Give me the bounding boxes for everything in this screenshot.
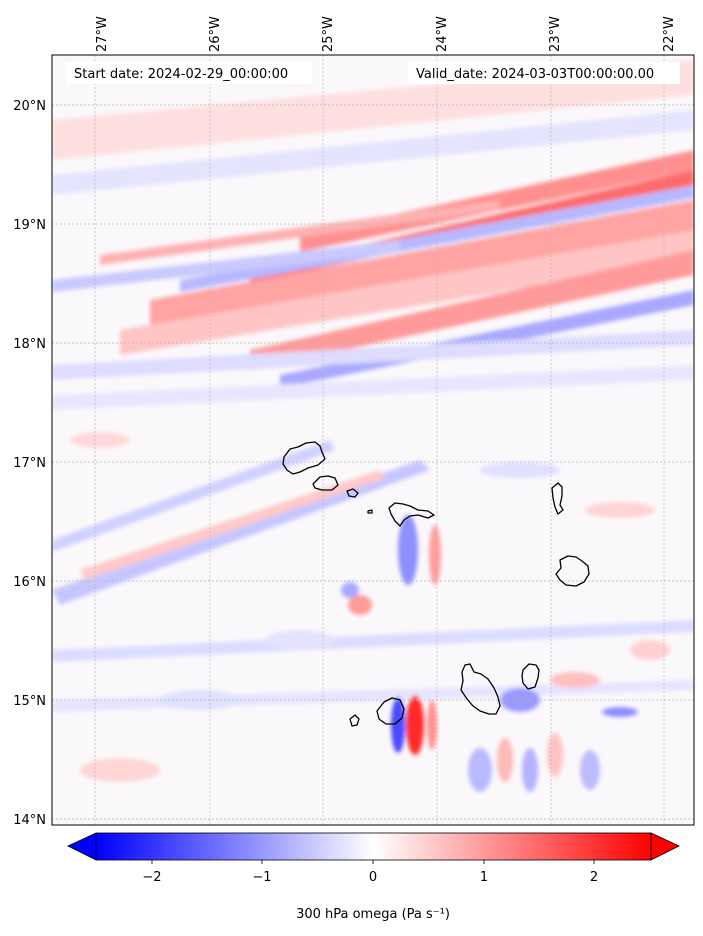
lon-tick-label: 27°W bbox=[95, 16, 110, 52]
island-santiago bbox=[460, 663, 501, 715]
colorbar-tick-label: −2 bbox=[142, 870, 161, 885]
colorbar: −2 −1 0 1 2 300 hPa omega (Pa s⁻¹) bbox=[67, 832, 680, 922]
lon-tick-label: 23°W bbox=[548, 16, 563, 52]
lon-tick-label: 26°W bbox=[208, 16, 223, 52]
graticule bbox=[52, 55, 694, 825]
island-sao-nicolau bbox=[388, 502, 435, 527]
colorbar-extend-high bbox=[650, 832, 680, 861]
lon-tick-label: 22°W bbox=[662, 16, 677, 52]
omega-field bbox=[52, 60, 694, 792]
island-sal bbox=[551, 482, 564, 515]
colorbar-ticks bbox=[151, 860, 595, 864]
colorbar-title: 300 hPa omega (Pa s⁻¹) bbox=[296, 907, 450, 922]
colorbar-tick-label: 2 bbox=[590, 870, 598, 885]
colorbar-tick-label: 0 bbox=[369, 870, 377, 885]
lat-tick-label: 17°N bbox=[13, 456, 46, 471]
lat-tick-label: 19°N bbox=[13, 218, 46, 233]
island-santo-antao bbox=[282, 441, 326, 475]
lat-tick-label: 14°N bbox=[13, 813, 46, 828]
island-maio bbox=[521, 663, 540, 690]
valid-date-box: Valid_date: 2024-03-03T00:00:00.00 bbox=[408, 62, 680, 84]
lat-tick-label: 16°N bbox=[13, 575, 46, 590]
island-brava bbox=[349, 714, 360, 727]
coastlines bbox=[282, 441, 590, 727]
lat-tick-label: 20°N bbox=[13, 99, 46, 114]
lat-tick-label: 15°N bbox=[13, 694, 46, 709]
island-branco-raso bbox=[367, 509, 373, 514]
start-date-box: Start date: 2024-02-29_00:00:00 bbox=[66, 62, 312, 84]
island-fogo bbox=[376, 697, 405, 725]
colorbar-tick-label: −1 bbox=[252, 870, 271, 885]
colorbar-extend-low bbox=[67, 832, 97, 861]
map-frame bbox=[51, 54, 695, 826]
lat-tick-label: 18°N bbox=[13, 337, 46, 352]
map-panel: Start date: 2024-02-29_00:00:00 Valid_da… bbox=[51, 54, 695, 826]
start-date-text: Start date: 2024-02-29_00:00:00 bbox=[74, 67, 288, 82]
lat-tick-labels: 20°N 19°N 18°N 17°N 16°N 15°N 14°N bbox=[13, 99, 46, 828]
colorbar-tick-label: 1 bbox=[480, 870, 488, 885]
lon-tick-label: 25°W bbox=[321, 16, 336, 52]
lon-tick-labels: 27°W 26°W 25°W 24°W 23°W 22°W bbox=[95, 16, 677, 52]
island-sao-vicente bbox=[312, 475, 339, 491]
island-boa-vista bbox=[555, 555, 590, 587]
lon-tick-label: 24°W bbox=[435, 16, 450, 52]
island-santa-luzia bbox=[346, 488, 359, 498]
valid-date-text: Valid_date: 2024-03-03T00:00:00.00 bbox=[416, 67, 654, 82]
colorbar-body bbox=[95, 832, 652, 861]
